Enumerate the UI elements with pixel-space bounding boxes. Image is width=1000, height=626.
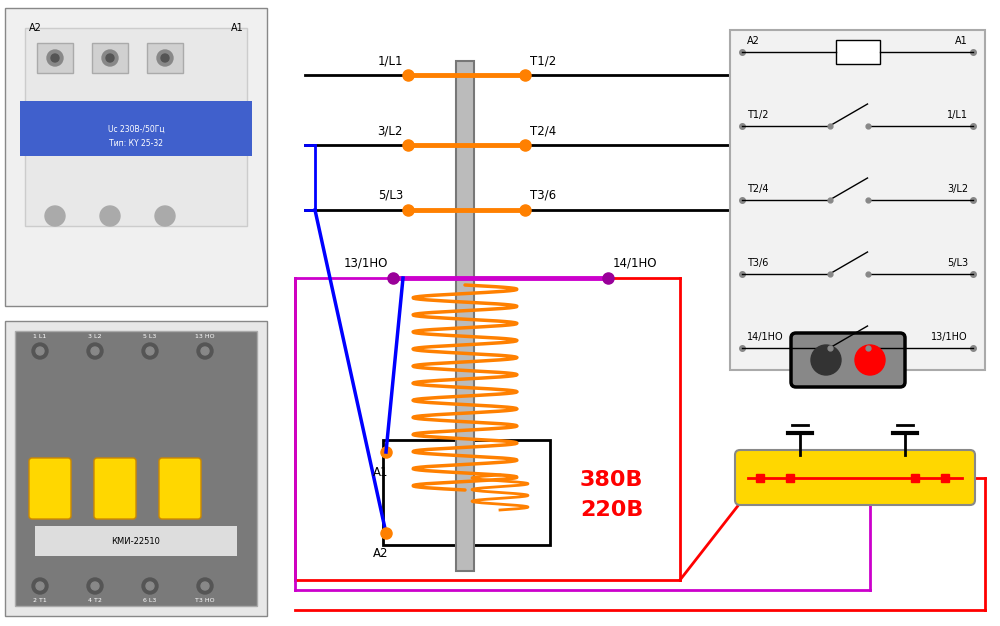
- Circle shape: [36, 582, 44, 590]
- FancyBboxPatch shape: [29, 458, 71, 519]
- Circle shape: [201, 347, 209, 355]
- Text: T3/6: T3/6: [747, 258, 768, 268]
- Text: T1/2: T1/2: [747, 110, 768, 120]
- Text: 3/L2: 3/L2: [947, 184, 968, 194]
- Text: A1: A1: [373, 466, 389, 479]
- Circle shape: [197, 343, 213, 359]
- Text: 6 L3: 6 L3: [143, 598, 157, 603]
- Text: 220B: 220B: [580, 500, 643, 520]
- Text: 5/L3: 5/L3: [378, 189, 403, 202]
- FancyBboxPatch shape: [94, 458, 136, 519]
- Text: A1: A1: [231, 23, 243, 33]
- Text: 1 L1: 1 L1: [33, 334, 47, 339]
- Circle shape: [87, 343, 103, 359]
- Text: 2 T1: 2 T1: [33, 598, 47, 603]
- Circle shape: [197, 578, 213, 594]
- Text: 14/1HO: 14/1HO: [747, 332, 784, 342]
- Circle shape: [100, 206, 120, 226]
- Circle shape: [36, 347, 44, 355]
- FancyBboxPatch shape: [735, 450, 975, 505]
- Text: A2: A2: [29, 23, 41, 33]
- Text: 4 T2: 4 T2: [88, 598, 102, 603]
- Text: A2: A2: [373, 547, 389, 560]
- Circle shape: [32, 343, 48, 359]
- Circle shape: [32, 578, 48, 594]
- Bar: [5, 8, 267, 306]
- Text: A2: A2: [747, 36, 760, 46]
- Circle shape: [146, 582, 154, 590]
- Circle shape: [811, 345, 841, 375]
- Text: КМИ-22510: КМИ-22510: [112, 536, 160, 545]
- Circle shape: [45, 206, 65, 226]
- Text: 1/L1: 1/L1: [378, 54, 403, 67]
- Circle shape: [102, 50, 118, 66]
- Text: A1: A1: [955, 36, 968, 46]
- Text: 5/L3: 5/L3: [947, 258, 968, 268]
- Bar: [37, 43, 73, 73]
- Bar: [35, 526, 237, 556]
- Bar: [456, 61, 474, 571]
- Text: 5 L3: 5 L3: [143, 334, 157, 339]
- Text: Uc 230B-/50Гц: Uc 230B-/50Гц: [108, 125, 164, 133]
- Circle shape: [91, 347, 99, 355]
- Circle shape: [106, 54, 114, 62]
- Bar: [730, 30, 985, 370]
- Text: T1/2: T1/2: [530, 54, 556, 67]
- Bar: [15, 331, 257, 606]
- Bar: [25, 28, 247, 226]
- Circle shape: [91, 582, 99, 590]
- Circle shape: [157, 50, 173, 66]
- Bar: [92, 43, 128, 73]
- Circle shape: [142, 578, 158, 594]
- Text: T3/6: T3/6: [530, 189, 556, 202]
- Text: 14/1HO: 14/1HO: [613, 257, 658, 270]
- Circle shape: [201, 582, 209, 590]
- Bar: [147, 43, 183, 73]
- Circle shape: [146, 347, 154, 355]
- Bar: [383, 440, 550, 545]
- Bar: [20, 101, 252, 156]
- Circle shape: [142, 343, 158, 359]
- Text: T2/4: T2/4: [747, 184, 768, 194]
- Circle shape: [155, 206, 175, 226]
- Text: 1/L1: 1/L1: [947, 110, 968, 120]
- Text: 13 HO: 13 HO: [195, 334, 215, 339]
- Circle shape: [87, 578, 103, 594]
- Bar: [5, 321, 267, 616]
- Text: 3/L2: 3/L2: [378, 124, 403, 137]
- Text: T2/4: T2/4: [530, 124, 556, 137]
- Circle shape: [855, 345, 885, 375]
- Circle shape: [161, 54, 169, 62]
- Text: T3 HO: T3 HO: [195, 598, 215, 603]
- Text: 13/1HO: 13/1HO: [344, 257, 388, 270]
- Circle shape: [47, 50, 63, 66]
- FancyBboxPatch shape: [159, 458, 201, 519]
- Bar: [836, 40, 880, 64]
- FancyBboxPatch shape: [791, 333, 905, 387]
- Text: Тип: КY 25-32: Тип: КY 25-32: [109, 138, 163, 148]
- Text: 380B: 380B: [580, 470, 644, 490]
- Circle shape: [51, 54, 59, 62]
- Text: 3 L2: 3 L2: [88, 334, 102, 339]
- Text: 13/1HO: 13/1HO: [931, 332, 968, 342]
